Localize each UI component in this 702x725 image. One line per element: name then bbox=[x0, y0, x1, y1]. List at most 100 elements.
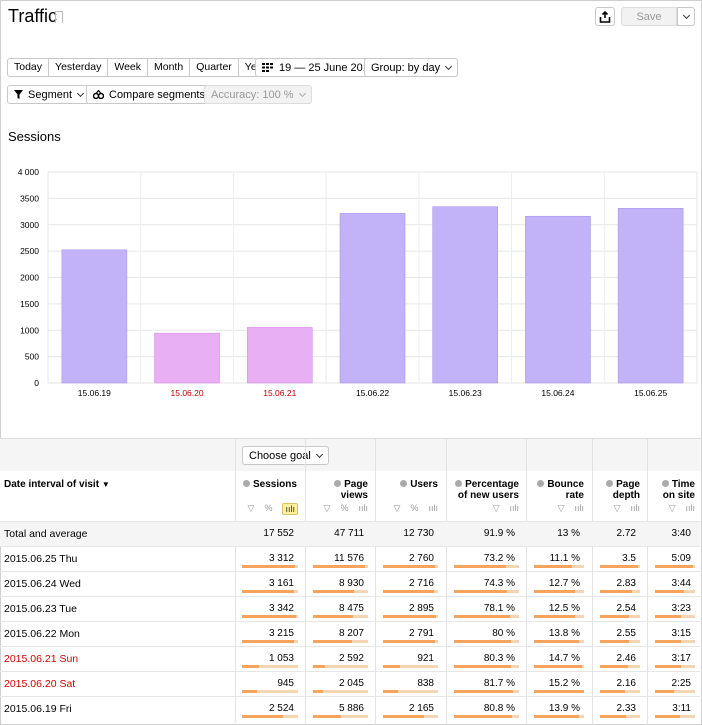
cell-value: 3:23 bbox=[671, 603, 691, 614]
table-row[interactable]: 2015.06.21 Sun 1 053 2 592 921 80.3 % 14.7 % 2… bbox=[0, 646, 700, 671]
cell-bar-fill bbox=[600, 715, 627, 718]
cell-bar bbox=[454, 590, 519, 593]
column-header-label: Page bbox=[616, 479, 640, 490]
bar-chart-icon[interactable]: ıılı bbox=[630, 503, 640, 513]
cell-bar bbox=[655, 640, 695, 643]
cell-value: 921 bbox=[417, 653, 434, 664]
cell-value: 15.2 % bbox=[548, 678, 580, 689]
bar-chart-icon[interactable]: ıılı bbox=[685, 503, 695, 513]
cell-bar-fill bbox=[242, 690, 258, 693]
cell-bar bbox=[600, 715, 640, 718]
period-quarter[interactable]: Quarter bbox=[190, 59, 239, 76]
filter-icon[interactable]: ▽ bbox=[247, 503, 255, 513]
group-dropdown[interactable]: Group: by day bbox=[364, 58, 459, 77]
cell-bar bbox=[600, 590, 640, 593]
bar-15.06.23 bbox=[432, 206, 499, 384]
period-yesterday[interactable]: Yesterday bbox=[49, 59, 109, 76]
cell-bar-fill bbox=[383, 715, 424, 718]
cell-value: 3:15 bbox=[671, 628, 691, 639]
percent-icon[interactable]: % bbox=[264, 503, 273, 513]
help-icon[interactable] bbox=[537, 480, 545, 487]
filter-icon[interactable]: ▽ bbox=[393, 503, 401, 513]
percent-icon[interactable]: % bbox=[340, 503, 349, 513]
accuracy-dropdown[interactable]: Accuracy: 100 % bbox=[204, 85, 312, 104]
column-header-label: Users bbox=[410, 479, 438, 490]
bar-chart-icon[interactable]: ıılı bbox=[358, 503, 368, 513]
table-row[interactable]: 2015.06.20 Sat 945 2 045 838 81.7 % 15.2 % 2.1… bbox=[0, 671, 700, 696]
bar-chart-icon[interactable]: ıılı bbox=[282, 503, 298, 515]
compare-segments-dropdown[interactable]: Compare segments bbox=[86, 85, 223, 104]
cell-bar bbox=[242, 715, 298, 718]
percent-icon[interactable]: % bbox=[410, 503, 419, 513]
help-icon[interactable] bbox=[334, 480, 342, 487]
cell-bar bbox=[383, 565, 438, 568]
save-menu-button[interactable] bbox=[677, 7, 695, 26]
chevron-down-icon bbox=[445, 62, 453, 70]
y-tick-label: 1000 bbox=[20, 325, 39, 335]
filter-icon[interactable]: ▽ bbox=[613, 503, 621, 513]
cell-value: 2 592 bbox=[338, 653, 364, 664]
filter-icon[interactable]: ▽ bbox=[557, 503, 565, 513]
cell-bar-fill bbox=[534, 565, 572, 568]
segment-dropdown[interactable]: Segment bbox=[7, 85, 91, 104]
column-header-label: Percentage bbox=[465, 479, 519, 490]
chevron-down-icon bbox=[682, 11, 690, 19]
x-tick-label: 15.06.21 bbox=[263, 388, 296, 398]
period-month[interactable]: Month bbox=[148, 59, 191, 76]
cell-bar-fill bbox=[383, 615, 437, 618]
help-icon[interactable] bbox=[400, 480, 408, 487]
column-header[interactable]: Page depth bbox=[606, 479, 640, 501]
choose-goal-dropdown[interactable]: Choose goal bbox=[242, 446, 329, 465]
cell-bar-fill bbox=[383, 690, 398, 693]
table-row[interactable]: 2015.06.22 Mon 3 215 8 207 2 791 80 % 13.8 % 2… bbox=[0, 621, 700, 646]
cell-bar-fill bbox=[313, 590, 355, 593]
column-tools: ▽% ıılı bbox=[394, 503, 438, 514]
period-today[interactable]: Today bbox=[8, 59, 50, 76]
table-row[interactable]: 2015.06.23 Tue 3 342 8 475 2 895 78.1 % 12.5 … bbox=[0, 596, 700, 621]
filter-icon[interactable]: ▽ bbox=[323, 503, 331, 513]
filter-icon[interactable]: ▽ bbox=[668, 503, 676, 513]
column-header[interactable]: Percentage of new users bbox=[455, 479, 519, 501]
column-header-label: Sessions bbox=[253, 479, 297, 490]
table-row[interactable]: 2015.06.25 Thu 3 312 11 576 2 760 73.2 % 11.1… bbox=[0, 546, 700, 571]
column-header[interactable]: Sessions bbox=[243, 479, 297, 490]
cell-value: 2.46 bbox=[616, 653, 636, 664]
table-header bbox=[0, 471, 700, 521]
cell-value: 2 045 bbox=[338, 678, 364, 689]
help-icon[interactable] bbox=[661, 480, 669, 487]
date-range-button[interactable]: 19 — 25 June 2015 bbox=[255, 58, 383, 77]
cell-bar bbox=[242, 665, 298, 668]
bar-chart-icon[interactable]: ıılı bbox=[509, 503, 519, 513]
help-icon[interactable] bbox=[243, 480, 250, 487]
column-header-label: depth bbox=[612, 490, 640, 501]
period-week[interactable]: Week bbox=[108, 59, 148, 76]
cell-bar-fill bbox=[454, 615, 510, 618]
cell-bar bbox=[454, 665, 519, 668]
cell-value: 2.16 bbox=[616, 678, 636, 689]
dimension-header[interactable]: Date interval of visit ▼ bbox=[4, 479, 110, 490]
column-header[interactable]: Page views bbox=[334, 479, 368, 501]
table-row[interactable]: 2015.06.24 Wed 3 161 8 930 2 716 74.3 % 12.7 … bbox=[0, 571, 700, 596]
total-row[interactable]: Total and average 17 552 47 711 12 730 91.9 … bbox=[0, 521, 700, 546]
compare-icon bbox=[93, 90, 104, 99]
column-header[interactable]: Time on site bbox=[661, 479, 695, 501]
cell-bar bbox=[313, 665, 368, 668]
table-row[interactable]: 2015.06.19 Fri 2 524 5 886 2 165 80.8 % 13.9 … bbox=[0, 696, 700, 721]
cell-bar bbox=[313, 640, 368, 643]
filter-icon[interactable]: ▽ bbox=[492, 503, 500, 513]
cell-bar-fill bbox=[454, 665, 512, 668]
cell-value: 2.54 bbox=[616, 603, 636, 614]
bookmark-icon[interactable] bbox=[55, 11, 63, 24]
help-icon[interactable] bbox=[606, 480, 614, 487]
y-tick-label: 0 bbox=[34, 378, 39, 388]
column-header[interactable]: Bounce rate bbox=[537, 479, 584, 501]
bar-chart-icon[interactable]: ıılı bbox=[574, 503, 584, 513]
cell-bar-fill bbox=[534, 590, 575, 593]
sort-desc-icon: ▼ bbox=[101, 480, 110, 489]
save-button[interactable]: Save bbox=[621, 7, 677, 26]
cell-bar-fill bbox=[454, 715, 512, 718]
export-button[interactable] bbox=[595, 7, 615, 26]
help-icon[interactable] bbox=[455, 480, 463, 487]
bar-chart-icon[interactable]: ıılı bbox=[428, 503, 438, 513]
column-header[interactable]: Users bbox=[400, 479, 438, 490]
